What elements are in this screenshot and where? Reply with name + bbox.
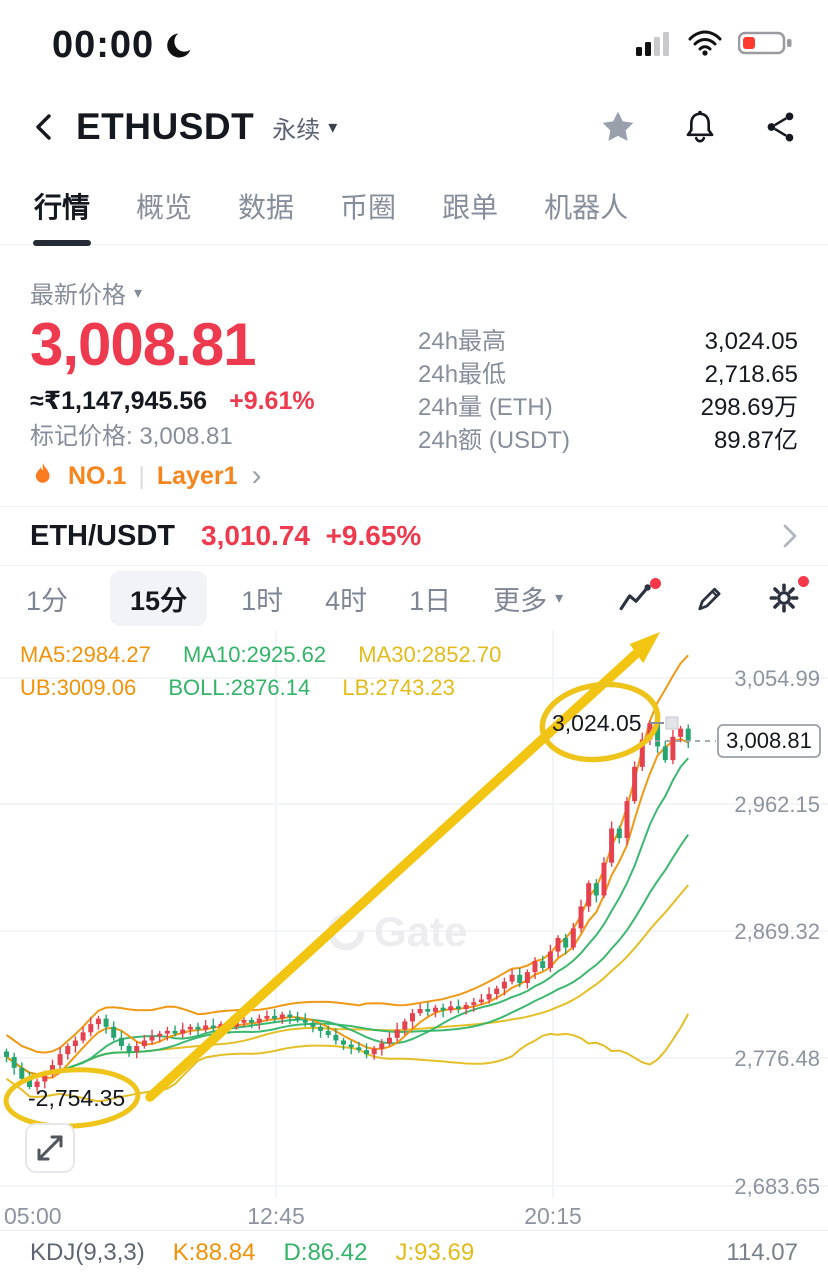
24h-stats: 24h最高 3,024.05 24h最低 2,718.65 24h量 (ETH)…	[418, 325, 798, 457]
mark-price: 标记价格: 3,008.81	[30, 423, 233, 450]
battery-icon	[737, 30, 794, 61]
low-price-marker: -2,754.35	[28, 1085, 125, 1111]
chevron-right-icon	[782, 523, 798, 549]
kdj-d-value: D:86.42	[283, 1238, 368, 1266]
chevron-down-icon: ▾	[328, 116, 338, 137]
tab-overview[interactable]: 概览	[136, 192, 193, 223]
last-price: 3,008.81	[30, 311, 257, 378]
divider	[0, 506, 828, 507]
chevron-down-icon: ▾	[555, 590, 564, 607]
divider	[0, 565, 828, 566]
tab-bots[interactable]: 机器人	[544, 192, 629, 223]
ma10-label: MA10:2925.62	[183, 642, 327, 667]
indicators-icon[interactable]	[618, 578, 661, 614]
contract-type-selector[interactable]: 永续 ▾	[272, 116, 338, 144]
tab-data[interactable]: 数据	[238, 192, 295, 223]
tf-4hour[interactable]: 4时	[325, 585, 368, 616]
settings-gear-icon[interactable]	[766, 576, 809, 616]
app-header: ETHUSDT 永续 ▾	[0, 96, 828, 158]
tf-1min[interactable]: 1分	[26, 585, 69, 616]
hot-rank: NO.1	[68, 461, 127, 490]
ma5-label: MA5:2984.27	[20, 642, 151, 667]
current-price-tag[interactable]: 3,008.81	[655, 724, 821, 758]
candlestick-chart[interactable]: Gate 3,024.05 -2,754.35 3,008.81 3,054.9…	[0, 630, 828, 1230]
price-axis: 3,054.99 2,962.15 2,869.32 2,776.48 2,68…	[734, 666, 820, 1199]
stat-row-volume: 24h量 (ETH) 298.69万	[418, 394, 798, 421]
bollinger-ma-lines	[5, 654, 690, 1103]
spot-price: 3,010.74 +9.65%	[201, 520, 422, 551]
time-axis: 05:00 12:45 20:15	[4, 1203, 582, 1229]
price-axis-label: 2,869.32	[734, 919, 820, 944]
favorite-star-icon[interactable]	[600, 109, 636, 145]
price-axis-label: 2,776.48	[734, 1046, 820, 1071]
change-percent: +9.61%	[229, 387, 315, 415]
kdj-j-value: J:93.69	[395, 1238, 475, 1266]
moon-icon	[166, 30, 196, 60]
latest-price-selector[interactable]: 最新价格 ▾	[30, 282, 143, 309]
fiat-value: ≈₹1,147,945.56	[30, 387, 208, 415]
stat-row-high: 24h最高 3,024.05	[418, 328, 798, 355]
tf-15min-active[interactable]: 15分	[110, 570, 208, 626]
share-icon[interactable]	[764, 110, 798, 144]
svg-text:3,008.81: 3,008.81	[726, 728, 812, 753]
price-axis-label: 2,962.15	[734, 792, 820, 817]
tf-more-dropdown[interactable]: 更多 ▾	[493, 585, 564, 616]
tab-community[interactable]: 币圈	[340, 192, 397, 223]
back-icon[interactable]	[30, 112, 60, 142]
price-axis-label: 3,054.99	[734, 666, 820, 691]
flame-icon	[30, 461, 56, 491]
wifi-icon	[688, 29, 722, 61]
status-bar: 00:00	[0, 0, 828, 72]
hot-category: Layer1	[156, 461, 238, 490]
chevron-down-icon: ▾	[134, 284, 143, 302]
gridlines	[0, 630, 828, 1198]
tab-quotes[interactable]: 行情	[34, 186, 90, 244]
timeframe-toolbar: 1分 15分 1时 4时 1日 更多 ▾	[0, 566, 828, 630]
clock-time: 00:00	[52, 23, 155, 66]
high-circle-annotation	[539, 681, 661, 763]
candles	[4, 719, 691, 1093]
high-price-marker: 3,024.05	[552, 710, 642, 736]
time-axis-label: 05:00	[4, 1203, 62, 1229]
chevron-right-icon: ›	[251, 459, 262, 492]
price-alert-bell-icon[interactable]	[682, 109, 718, 145]
kdj-indicator-row[interactable]: KDJ(9,3,3) K:88.84 D:86.42 J:93.69 114.0…	[0, 1230, 828, 1274]
stat-row-low: 24h最低 2,718.65	[418, 361, 798, 388]
nav-tabs: 行情 概览 数据 币圈 跟单 机器人	[0, 186, 828, 245]
price-axis-label: 2,683.65	[734, 1174, 820, 1199]
draw-pencil-icon[interactable]	[694, 582, 726, 614]
trend-arrow-annotation	[145, 632, 660, 1102]
expand-fullscreen-button[interactable]	[25, 1123, 75, 1173]
svg-text:Gate: Gate	[374, 908, 467, 955]
tf-1day[interactable]: 1日	[409, 585, 452, 616]
time-axis-label: 12:45	[247, 1203, 305, 1229]
signal-icon	[636, 30, 672, 61]
tab-copy-trading[interactable]: 跟单	[442, 192, 499, 223]
kdj-title[interactable]: KDJ(9,3,3)	[30, 1238, 145, 1266]
ma30-label: MA30:2852.70	[358, 642, 502, 667]
spot-pair-row[interactable]: ETH/USDT 3,010.74 +9.65%	[0, 507, 828, 565]
kdj-axis-value: 114.07	[726, 1238, 798, 1266]
stat-row-turnover: 24h额 (USDT) 89.87亿	[418, 427, 798, 454]
ub-label: UB:3009.06	[20, 675, 137, 700]
tf-1hour[interactable]: 1时	[241, 585, 284, 616]
indicator-labels[interactable]: MA5:2984.27 MA10:2925.62 MA30:2852.70 UB…	[20, 638, 527, 704]
chart-area: MA5:2984.27 MA10:2925.62 MA30:2852.70 UB…	[0, 630, 828, 1230]
spot-pair: ETH/USDT	[30, 519, 175, 552]
hot-rank-row[interactable]: NO.1 | Layer1 ›	[30, 458, 261, 494]
page-title: ETHUSDT	[76, 106, 255, 147]
low-circle-annotation	[3, 1067, 141, 1129]
price-section: 最新价格 ▾ 3,008.81 ≈₹1,147,945.56 +9.61% 标记…	[0, 245, 828, 506]
time-axis-label: 20:15	[524, 1203, 582, 1229]
lb-label: LB:2743.23	[342, 675, 455, 700]
kdj-k-value: K:88.84	[172, 1238, 256, 1266]
boll-label: BOLL:2876.14	[168, 675, 311, 700]
divider-pipe: |	[138, 461, 145, 490]
